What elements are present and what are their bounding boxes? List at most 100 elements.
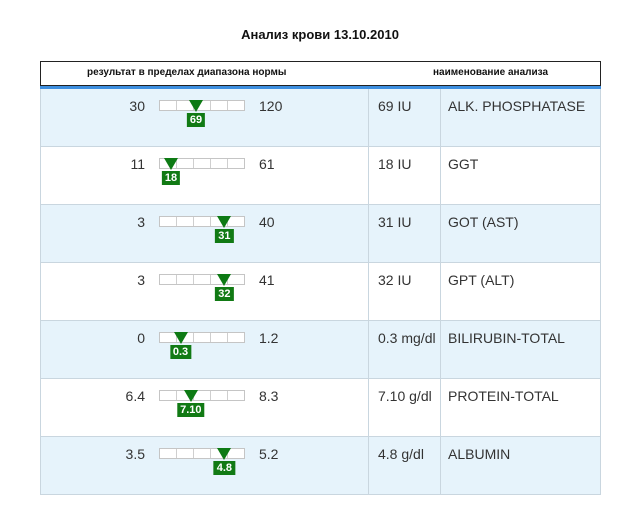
table-row: 3 32 41 32 IU GPT (ALT)	[41, 263, 600, 321]
result-value: 32 IU	[378, 272, 412, 288]
column-divider	[440, 437, 441, 494]
test-name: ALK. PHOSPHATASE	[448, 98, 586, 114]
gauge-segment	[194, 101, 211, 110]
table-body: 30 69 120 69 IU ALK. PHOSPHATASE 11 18 61 18 IU G…	[41, 89, 600, 494]
test-name: GGT	[448, 156, 479, 172]
gauge-segment	[177, 217, 194, 226]
range-min: 3	[137, 272, 145, 288]
gauge-segment	[194, 333, 211, 342]
column-divider	[440, 321, 441, 378]
header-name-label: наименование анализа	[433, 67, 549, 78]
gauge-segment	[194, 391, 211, 400]
gauge-segment	[211, 333, 228, 342]
gauge-segment	[177, 333, 194, 342]
column-divider	[368, 437, 369, 494]
range-min: 6.4	[125, 388, 145, 404]
result-value: 18 IU	[378, 156, 412, 172]
value-marker-label: 0.3	[169, 345, 192, 359]
result-value: 7.10 g/dl	[378, 388, 432, 404]
gauge-segment	[228, 101, 244, 110]
range-gauge	[159, 390, 245, 401]
value-marker-label: 31	[215, 229, 234, 243]
range-max: 8.3	[259, 388, 279, 404]
range-min: 11	[130, 156, 145, 172]
gauge-segment	[194, 449, 211, 458]
gauge-segment	[177, 159, 194, 168]
table-row: 11 18 61 18 IU GGT	[41, 147, 600, 205]
range-min: 0	[137, 330, 145, 346]
table-row: 6.4 7.10 8.3 7.10 g/dl PROTEIN-TOTAL	[41, 379, 600, 437]
range-gauge	[159, 448, 245, 459]
gauge-segment	[160, 275, 177, 284]
column-divider	[368, 147, 369, 204]
gauge-segment	[194, 159, 211, 168]
range-min: 3.5	[125, 446, 145, 462]
gauge-segment	[177, 449, 194, 458]
test-name: BILIRUBIN-TOTAL	[448, 330, 565, 346]
range-max: 1.2	[259, 330, 279, 346]
value-marker-label: 4.8	[213, 461, 236, 475]
result-value: 31 IU	[378, 214, 412, 230]
range-min: 30	[129, 98, 145, 114]
column-divider	[440, 89, 441, 146]
range-max: 61	[259, 156, 275, 172]
gauge-segment	[228, 333, 244, 342]
column-divider	[368, 89, 369, 146]
result-value: 4.8 g/dl	[378, 446, 424, 462]
column-divider	[368, 321, 369, 378]
value-marker-label: 18	[161, 171, 181, 185]
gauge-segment	[177, 275, 194, 284]
blood-test-table: результат в пределах диапазона нормы наи…	[40, 61, 601, 495]
page-title: Анализ крови 13.10.2010	[241, 27, 399, 42]
range-gauge	[159, 332, 245, 343]
table-row: 3 31 40 31 IU GOT (AST)	[41, 205, 600, 263]
value-marker-label: 69	[186, 113, 206, 127]
test-name: ALBUMIN	[448, 446, 511, 462]
range-gauge	[159, 216, 245, 227]
gauge-segment	[228, 391, 244, 400]
range-max: 40	[259, 214, 275, 230]
gauge-segment	[160, 217, 177, 226]
column-divider	[440, 379, 441, 436]
column-divider	[440, 205, 441, 262]
value-marker-label: 7.10	[177, 403, 205, 417]
table-row: 30 69 120 69 IU ALK. PHOSPHATASE	[41, 89, 600, 147]
gauge-segment	[160, 449, 177, 458]
value-marker-icon	[188, 100, 203, 112]
gauge-segment	[194, 275, 211, 284]
gauge-segment	[160, 101, 177, 110]
value-marker-icon	[217, 216, 232, 228]
gauge-segment	[194, 217, 211, 226]
value-marker-icon	[183, 390, 198, 402]
gauge-segment	[228, 159, 244, 168]
column-divider	[440, 147, 441, 204]
table-row: 0 0.3 1.2 0.3 mg/dl BILIRUBIN-TOTAL	[41, 321, 600, 379]
header-divider	[40, 86, 601, 89]
test-name: GOT (AST)	[448, 214, 519, 230]
value-marker-icon	[217, 448, 232, 460]
table-header: результат в пределах диапазона нормы наи…	[40, 61, 601, 86]
gauge-segment	[211, 101, 228, 110]
column-divider	[368, 379, 369, 436]
table-row: 3.5 4.8 5.2 4.8 g/dl ALBUMIN	[41, 437, 600, 494]
gauge-segment	[160, 391, 177, 400]
column-divider	[440, 263, 441, 320]
range-max: 41	[259, 272, 275, 288]
test-name: PROTEIN-TOTAL	[448, 388, 559, 404]
value-marker-icon	[217, 274, 232, 286]
header-range-label: результат в пределах диапазона нормы	[87, 67, 287, 78]
test-name: GPT (ALT)	[448, 272, 515, 288]
range-max: 5.2	[259, 446, 279, 462]
range-max: 120	[259, 98, 283, 114]
gauge-segment	[211, 391, 228, 400]
column-divider	[368, 205, 369, 262]
range-min: 3	[137, 214, 145, 230]
value-marker-icon	[164, 158, 179, 170]
result-value: 0.3 mg/dl	[378, 330, 436, 346]
gauge-segment	[211, 159, 228, 168]
value-marker-icon	[173, 332, 188, 344]
range-gauge	[159, 274, 245, 285]
value-marker-label: 32	[215, 287, 234, 301]
column-divider	[368, 263, 369, 320]
result-value: 69 IU	[378, 98, 412, 114]
